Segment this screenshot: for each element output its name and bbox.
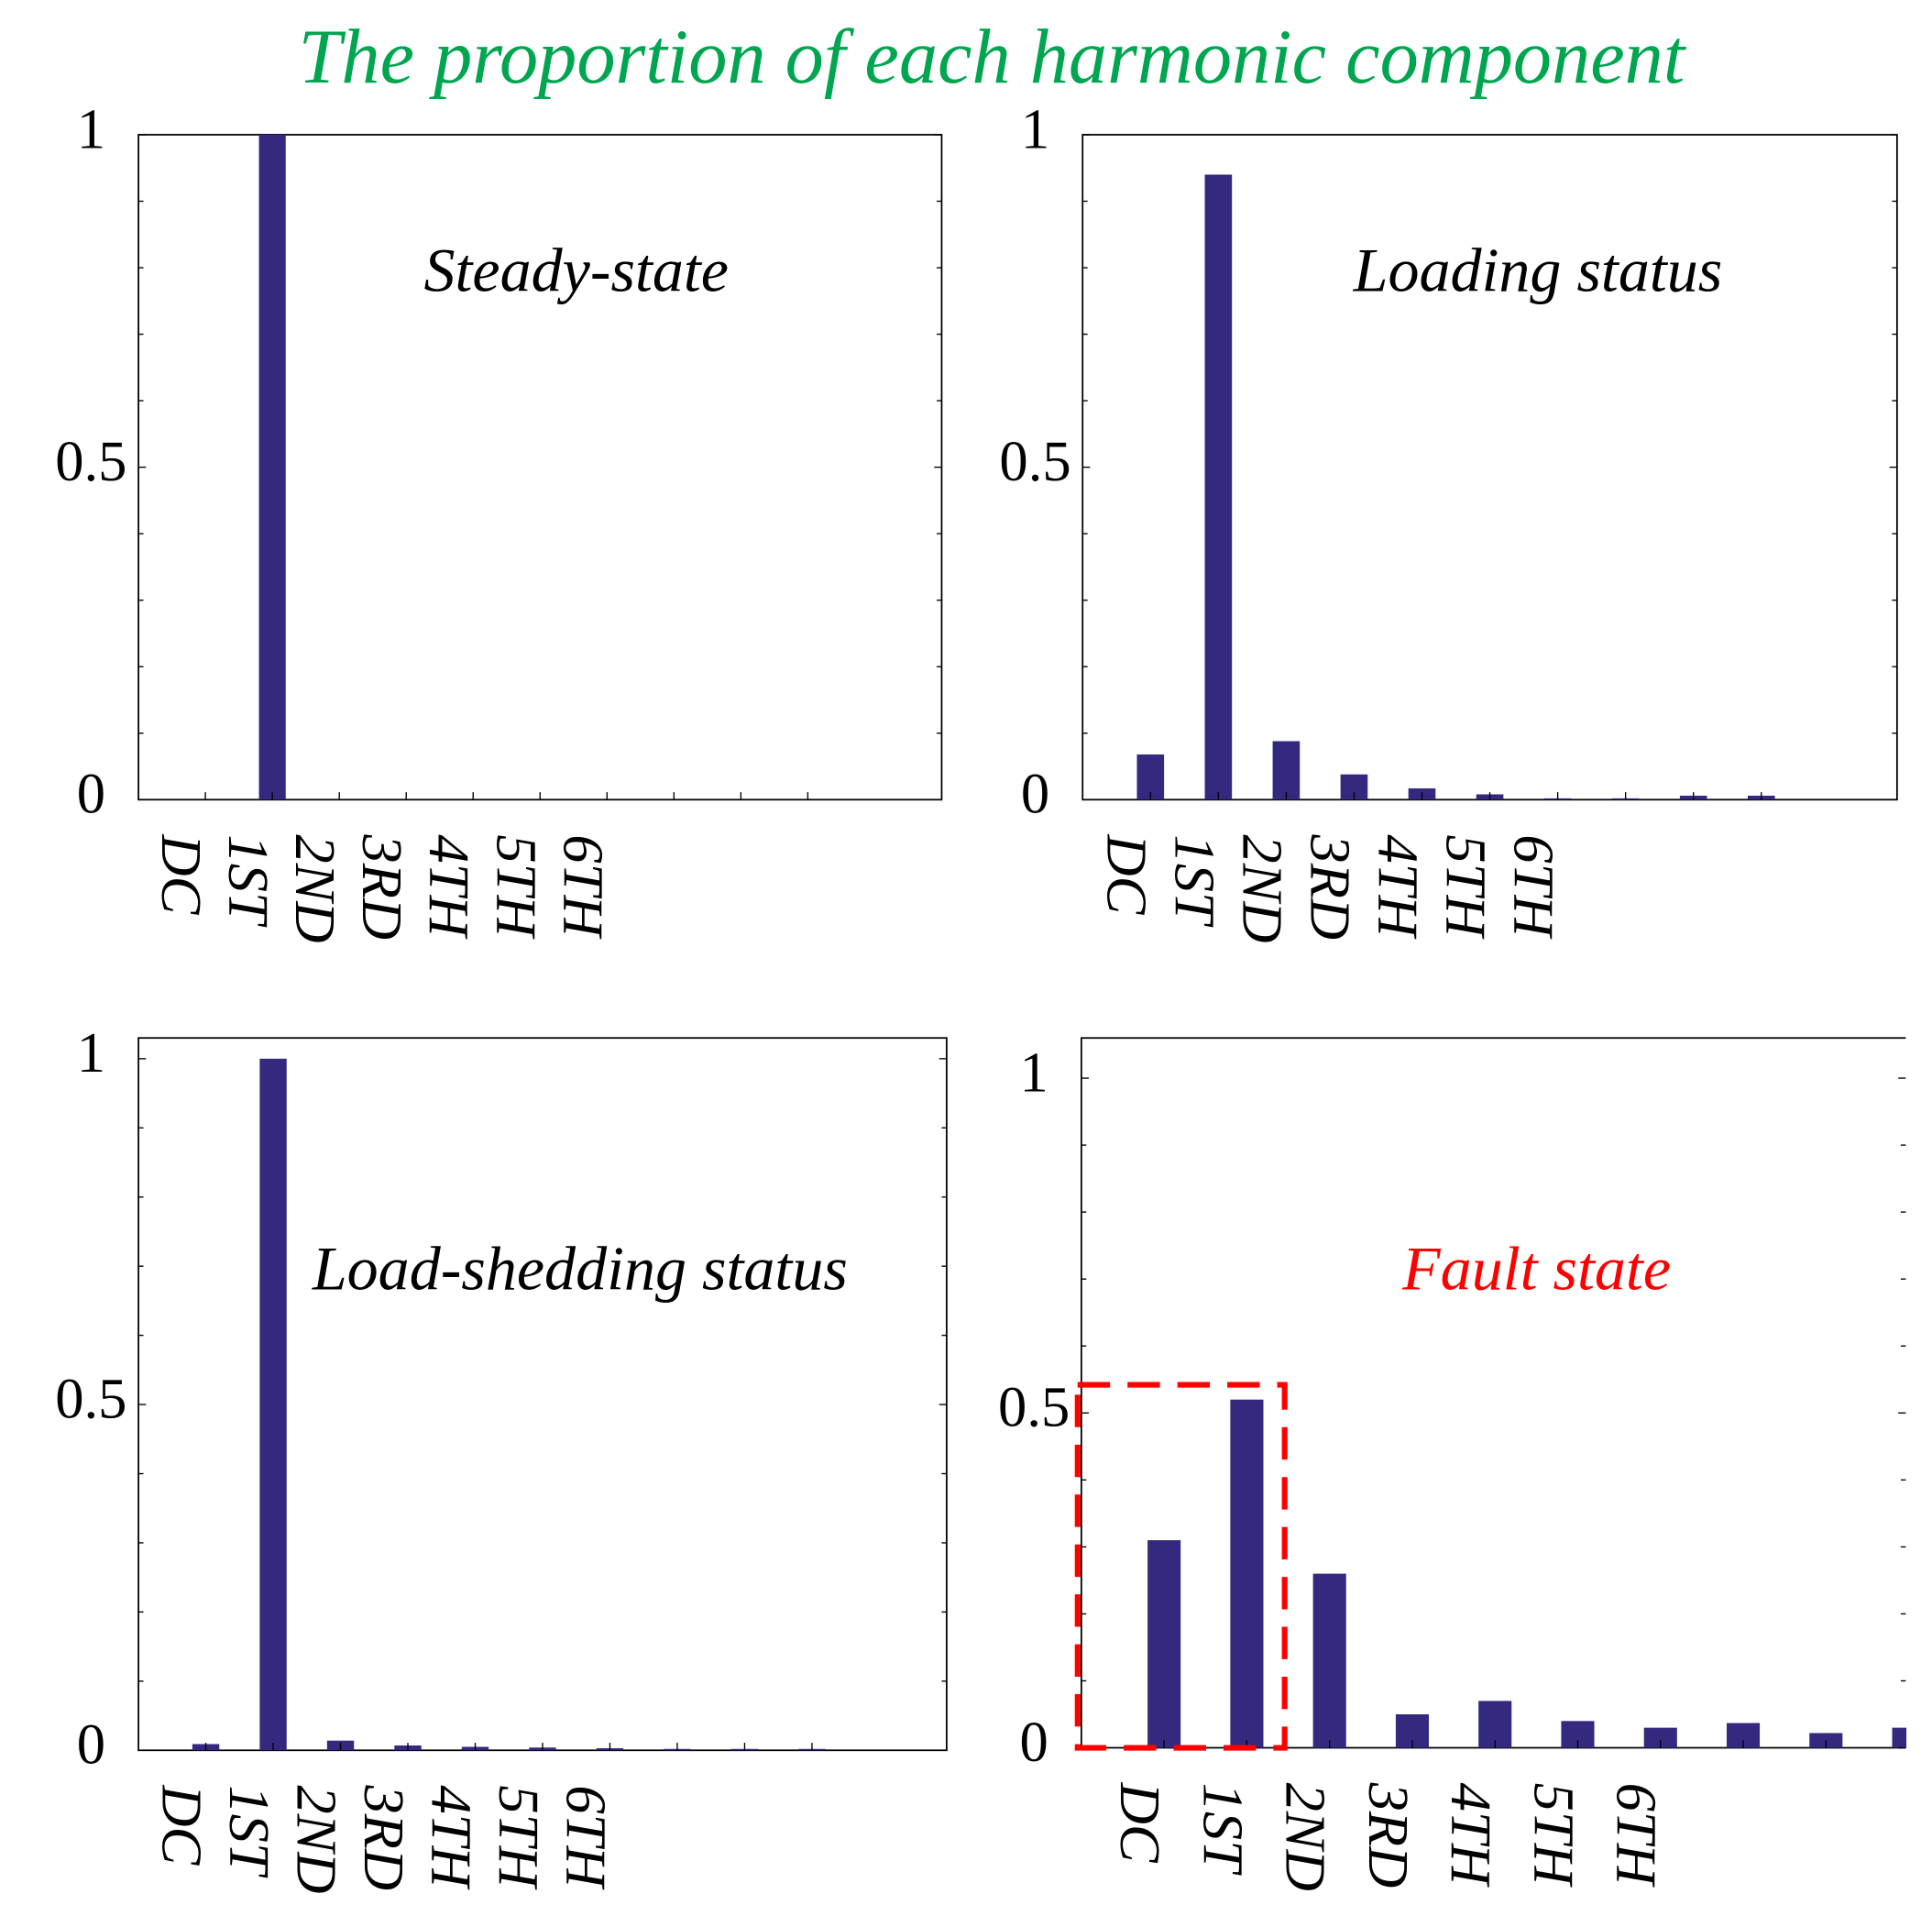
y-tick-label: 0 <box>1020 1710 1048 1774</box>
panel: 0 0.5 1 DC 1ST 2ND 3RD 4TH 5TH 6TH Load-shedding s… <box>55 1020 948 1894</box>
y-tick-label: 0 <box>1021 762 1049 826</box>
figure-title: The proportion of each harmonic componen… <box>298 15 1686 100</box>
bar <box>1136 754 1165 800</box>
bar <box>1643 1727 1677 1748</box>
x-tick-label: 6TH <box>1502 834 1566 939</box>
x-tick-label: 5TH <box>1434 834 1498 939</box>
x-tick-label: 3RD <box>1356 1782 1421 1888</box>
x-tick-label: 2ND <box>285 1785 349 1893</box>
x-tick-label: 1ST <box>216 834 280 928</box>
y-tick-label: 1 <box>77 1020 105 1085</box>
bar <box>259 1058 287 1751</box>
x-tick-label: 6TH <box>1605 1783 1669 1888</box>
bar <box>1892 1727 1907 1748</box>
x-tick-label: 4TH <box>1366 834 1430 939</box>
panel-annotation: Fault state <box>1401 1233 1671 1303</box>
bar <box>1272 741 1301 800</box>
x-tick-label: DC <box>149 833 214 915</box>
x-tick-label: 5TH <box>487 1785 551 1889</box>
bar <box>1312 1573 1346 1748</box>
x-tick-label: DC <box>1108 1782 1172 1864</box>
x-tick-label: DC <box>150 1784 214 1866</box>
y-tick-label: 0 <box>77 1712 105 1777</box>
plot-area <box>258 134 286 800</box>
y-tick-label: 0.5 <box>999 429 1070 493</box>
plot-area <box>192 1058 826 1751</box>
x-tick-label: 1ST <box>1191 1783 1255 1877</box>
y-tick-label: 0.5 <box>998 1375 1070 1439</box>
x-tick-label: 6TH <box>554 1785 618 1889</box>
panel-annotation: Loading status <box>1353 236 1723 305</box>
y-tick-label: 0.5 <box>55 1366 126 1430</box>
panel: 0 0.5 1 DC 1ST 2ND 3RD 4TH 5TH 6TH Steady-state <box>55 96 943 943</box>
y-tick-label: 1 <box>77 96 105 160</box>
bar <box>1230 1399 1264 1748</box>
x-tick-label: 3RD <box>1298 833 1362 940</box>
y-tick-label: 0 <box>77 762 105 826</box>
x-tick-label: 2ND <box>1274 1783 1338 1891</box>
x-tick-label: 1ST <box>217 1785 281 1878</box>
x-tick-label: DC <box>1094 833 1158 915</box>
x-tick-label: 1ST <box>1162 834 1226 928</box>
x-tick-label: 3RD <box>350 833 414 940</box>
y-tick-label: 1 <box>1021 96 1049 160</box>
bar <box>1204 174 1233 800</box>
x-tick-label: 2ND <box>1230 834 1294 942</box>
plot-area <box>1147 1399 1907 1748</box>
panel: 0 0.5 1 DC 1ST 2ND 3RD 4TH 5TH 6TH Loading status <box>999 96 1898 943</box>
axes-frame <box>1080 1037 1906 1749</box>
panel-annotation: Load-shedding status <box>312 1233 848 1303</box>
x-tick-label: 6TH <box>551 834 615 939</box>
panel-annotation: Steady-state <box>423 236 728 305</box>
x-tick-label: 4TH <box>1439 1783 1503 1888</box>
panel: 0 0.5 1 DC 1ST 2ND 3RD 4TH 5TH 6TH Fault state <box>998 1037 1907 1891</box>
bar <box>1147 1540 1181 1748</box>
y-tick-label: 0.5 <box>55 429 126 493</box>
x-tick-label: 4TH <box>417 834 481 939</box>
x-tick-label: 2ND <box>283 834 347 942</box>
bar <box>1478 1701 1512 1748</box>
y-tick-label: 1 <box>1020 1040 1048 1104</box>
bar <box>258 134 286 800</box>
x-tick-label: 5TH <box>1521 1783 1586 1888</box>
highlight-box <box>1074 1382 1288 1751</box>
x-tick-label: 3RD <box>352 1784 416 1890</box>
x-tick-label: 4TH <box>419 1785 483 1889</box>
x-tick-label: 5TH <box>484 834 548 939</box>
